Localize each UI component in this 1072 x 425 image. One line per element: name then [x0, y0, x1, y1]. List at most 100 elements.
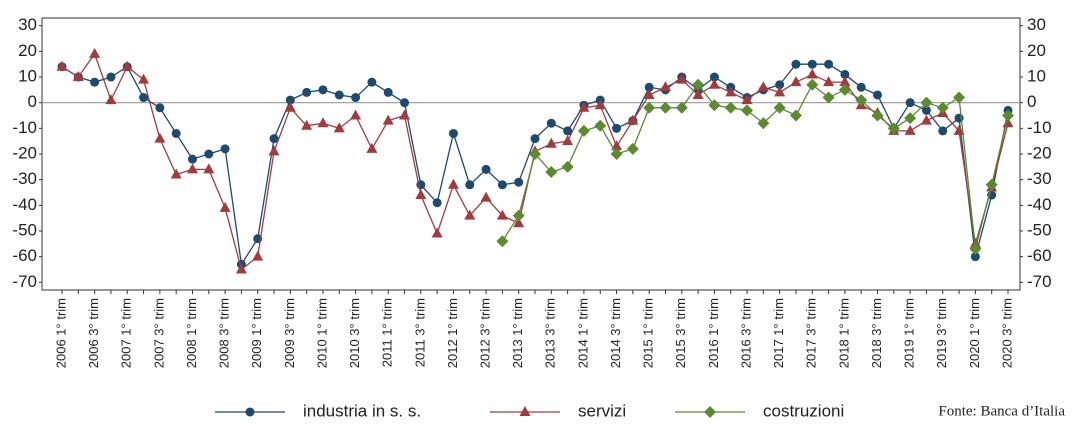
- x-tick-label: 2009 1° trim: [249, 298, 264, 368]
- data-point: [905, 98, 915, 108]
- data-point: [530, 134, 540, 144]
- y2-tick-label: 0: [1027, 92, 1036, 111]
- series-line: [501, 83, 1009, 250]
- x-tick-label: 2008 1° trim: [184, 298, 199, 368]
- y2-tick-label: -60: [1027, 246, 1052, 265]
- data-point: [775, 80, 785, 90]
- series-line: [61, 52, 1009, 271]
- y-tick-label: 0: [28, 92, 37, 111]
- data-point: [351, 93, 361, 103]
- legend-marker: [245, 407, 255, 417]
- y2-tick-label: -40: [1027, 195, 1052, 214]
- x-tick-label: 2016 1° trim: [706, 298, 721, 368]
- data-point: [823, 76, 835, 87]
- data-point: [855, 94, 868, 107]
- data-point: [790, 76, 802, 87]
- data-point: [936, 101, 949, 114]
- x-tick-label: 2017 3° trim: [804, 298, 819, 368]
- data-point: [497, 180, 507, 190]
- legend-marker: [704, 406, 716, 418]
- data-point: [187, 154, 197, 164]
- data-point: [725, 86, 737, 97]
- data-point: [970, 252, 980, 262]
- data-point: [856, 82, 866, 92]
- x-tick-label: 2020 1° trim: [967, 298, 982, 368]
- data-point: [105, 94, 117, 105]
- data-point: [643, 101, 656, 114]
- data-point: [383, 87, 393, 97]
- data-point: [807, 59, 817, 69]
- data-point: [154, 132, 166, 143]
- data-point: [659, 101, 672, 114]
- data-point: [219, 201, 231, 212]
- data-point: [757, 117, 770, 130]
- data-point: [481, 164, 491, 174]
- data-point: [887, 122, 900, 135]
- y2-tick-label: 10: [1027, 67, 1046, 86]
- data-point: [692, 88, 704, 99]
- data-point: [545, 165, 558, 178]
- data-point: [594, 119, 607, 132]
- y2-tick-label: -50: [1027, 220, 1052, 239]
- data-point: [594, 99, 606, 110]
- x-tick-label: 2019 1° trim: [902, 298, 917, 368]
- data-point: [611, 140, 623, 151]
- data-point: [432, 198, 442, 208]
- data-point: [268, 145, 280, 156]
- y2-tick-label: -10: [1027, 118, 1052, 137]
- data-point: [235, 263, 247, 274]
- data-point: [920, 96, 933, 109]
- data-point: [741, 94, 753, 105]
- data-point: [626, 142, 639, 155]
- x-tick-label: 2018 1° trim: [836, 298, 851, 368]
- data-point: [448, 128, 458, 138]
- y2-tick-label: -30: [1027, 169, 1052, 188]
- data-point: [252, 250, 264, 261]
- data-point: [171, 128, 181, 138]
- data-point: [676, 73, 688, 84]
- y-tick-label: 30: [18, 15, 37, 34]
- data-point: [204, 149, 214, 159]
- x-tick-label: 2007 1° trim: [119, 298, 134, 368]
- y2-tick-label: -70: [1027, 272, 1052, 291]
- data-point: [563, 126, 573, 136]
- data-point: [708, 78, 720, 89]
- data-point: [203, 163, 215, 174]
- data-point: [350, 109, 362, 120]
- legend-label: industria in s. s.: [303, 401, 421, 420]
- x-tick-label: 2011 1° trim: [380, 298, 395, 367]
- data-point: [806, 68, 818, 79]
- series-line: [61, 63, 1009, 267]
- data-point: [773, 101, 786, 114]
- x-tick-label: 2014 3° trim: [608, 298, 623, 368]
- data-point: [72, 71, 84, 82]
- x-tick-label: 2017 1° trim: [771, 298, 786, 368]
- data-point: [953, 124, 965, 135]
- y2-tick-label: 30: [1027, 15, 1046, 34]
- legend-label: servizi: [578, 401, 626, 420]
- x-tick-label: 2020 3° trim: [999, 298, 1014, 368]
- data-point: [514, 177, 524, 187]
- data-point: [741, 104, 754, 117]
- data-point: [692, 78, 705, 91]
- data-point: [1002, 109, 1014, 122]
- x-tick-label: 2019 3° trim: [934, 298, 949, 368]
- data-point: [577, 124, 590, 137]
- data-point: [529, 148, 541, 160]
- data-point: [333, 122, 345, 133]
- data-point: [969, 237, 981, 248]
- data-point: [709, 72, 719, 82]
- data-point: [447, 178, 459, 189]
- data-point: [824, 59, 834, 69]
- data-point: [578, 101, 590, 112]
- x-tick-label: 2015 1° trim: [641, 298, 656, 368]
- data-point: [938, 126, 948, 136]
- data-point: [873, 90, 883, 100]
- data-point: [839, 76, 851, 87]
- data-point: [139, 93, 149, 103]
- data-point: [186, 163, 198, 174]
- data-point: [789, 109, 802, 122]
- data-point: [366, 142, 378, 153]
- data-point: [871, 109, 884, 122]
